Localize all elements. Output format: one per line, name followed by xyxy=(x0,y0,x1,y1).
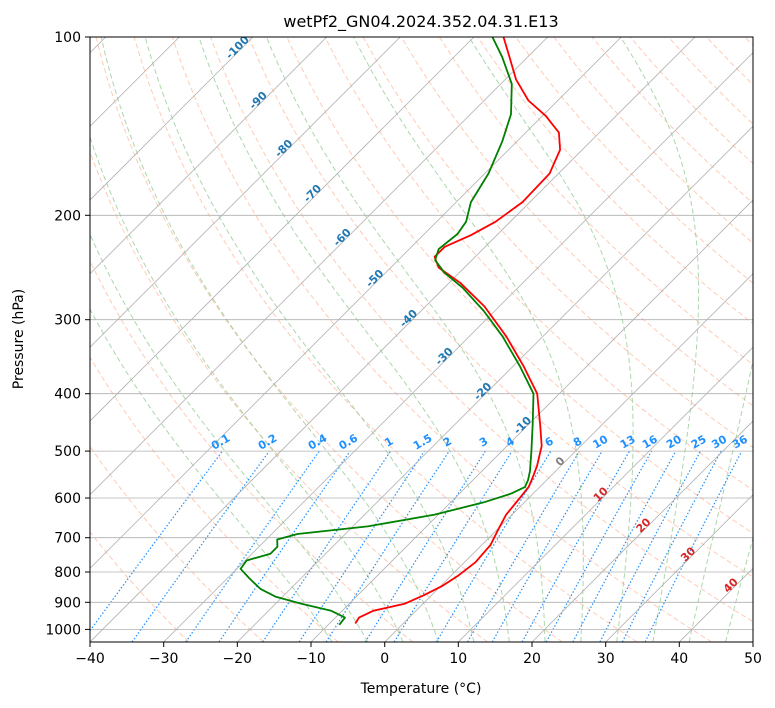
y-axis-label: Pressure (hPa) xyxy=(11,289,27,389)
mixing-ratio-line xyxy=(131,450,270,642)
dry-adiabat-line xyxy=(248,37,753,578)
isotherm-line xyxy=(90,37,475,422)
mixing-ratio-line xyxy=(298,450,425,642)
isotherm-line xyxy=(237,125,753,642)
plot-frame xyxy=(89,36,754,643)
dewpoint-line xyxy=(239,37,535,626)
dry-adiabat-line xyxy=(133,37,638,642)
isotherm-line xyxy=(90,37,622,569)
moist-adiabat-line xyxy=(198,37,510,642)
mixing-ratio-line xyxy=(262,450,392,642)
moist-adiabat-line xyxy=(90,233,369,642)
x-tick-label: −10 xyxy=(296,651,326,667)
y-tick-label: 200 xyxy=(54,208,81,224)
mixing-ratio-line xyxy=(621,450,722,642)
moist-adiabat-line xyxy=(620,37,700,642)
plot-series xyxy=(239,37,561,626)
isotherm-line xyxy=(310,199,753,642)
mixing-ratio-line xyxy=(325,450,450,642)
dry-adiabat-line xyxy=(210,37,753,623)
y-tick-label: 300 xyxy=(54,313,81,329)
dry-adiabat-line xyxy=(90,356,339,642)
isotherm-line xyxy=(90,37,254,201)
y-tick-label: 1000 xyxy=(45,622,81,638)
temperature-line xyxy=(354,37,561,624)
mixing-ratio-line xyxy=(90,450,223,632)
dry-adiabat-line xyxy=(515,37,753,284)
moist-adiabat-line xyxy=(688,358,753,642)
dry-adiabat-line xyxy=(90,445,264,642)
isotherm-line xyxy=(90,37,548,496)
y-tick-label: 900 xyxy=(54,595,81,611)
x-tick-label: −30 xyxy=(149,651,179,667)
x-tick-label: 10 xyxy=(449,651,467,667)
moist-adiabat-line xyxy=(90,135,404,642)
mixing-ratio-line xyxy=(521,450,631,642)
x-tick-label: 50 xyxy=(744,651,762,667)
isotherm-line xyxy=(90,37,401,348)
dry-adiabat-line xyxy=(171,37,712,642)
isotherm-line xyxy=(458,346,753,642)
y-tick-label: 800 xyxy=(54,565,81,581)
y-tick-label: 400 xyxy=(54,387,81,403)
plot-grid xyxy=(90,37,753,642)
isotherm-line xyxy=(531,420,753,642)
y-tick-label: 600 xyxy=(54,491,81,507)
dry-adiabat-line xyxy=(95,37,563,642)
moist-adiabat-line xyxy=(100,37,439,642)
moist-adiabat-line xyxy=(468,37,634,642)
isotherm-line xyxy=(605,494,753,642)
y-tick-label: 700 xyxy=(54,531,81,547)
chart-title: wetPf2_GN04.2024.352.04.31.E13 xyxy=(283,12,558,32)
mixing-ratio-line xyxy=(435,450,552,642)
plot-axes: −40 −30 −20 −10 0 10 20 30 40 50 100 200 300 400 500 60… xyxy=(45,30,762,667)
dry-adiabat-line xyxy=(90,150,488,642)
isotherm-line xyxy=(163,52,753,642)
mixing-ratio-line xyxy=(545,450,653,642)
mixing-ratio-line xyxy=(185,450,320,642)
y-tick-label: 500 xyxy=(54,444,81,460)
x-tick-label: −40 xyxy=(75,651,105,667)
y-tick-label: 100 xyxy=(54,30,81,46)
x-tick-label: 40 xyxy=(670,651,688,667)
mixing-ratio-line xyxy=(599,450,702,642)
isotherm-line xyxy=(90,37,327,275)
isotherm-line xyxy=(384,273,753,642)
x-tick-label: 0 xyxy=(380,651,389,667)
mixing-ratio-line xyxy=(572,450,677,642)
isotherm-line xyxy=(90,37,696,642)
moist-adiabat-line xyxy=(90,308,333,642)
dry-adiabat-line xyxy=(438,37,753,366)
x-tick-label: 30 xyxy=(597,651,615,667)
moist-adiabat-line xyxy=(144,37,475,642)
dry-adiabat-line xyxy=(324,37,753,491)
mixing-ratio-line xyxy=(644,450,743,642)
x-tick-label: −20 xyxy=(223,651,253,667)
mixing-ratio-line xyxy=(393,450,513,642)
mixing-ratio-line xyxy=(218,450,351,642)
moist-adiabat-line xyxy=(353,37,584,642)
moist-adiabat-line xyxy=(725,536,753,642)
mixing-ratio-line xyxy=(364,450,486,642)
dry-adiabat-line xyxy=(400,37,753,407)
x-tick-label: 20 xyxy=(523,651,541,667)
dry-adiabat-line xyxy=(90,531,190,642)
x-axis-label: Temperature (°C) xyxy=(360,681,482,697)
